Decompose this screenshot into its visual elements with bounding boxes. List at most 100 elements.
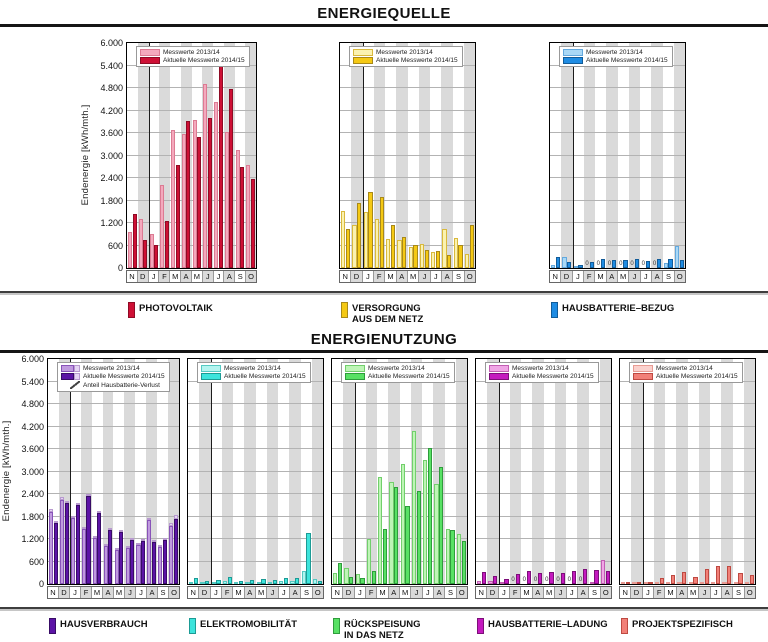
gridline	[340, 222, 475, 223]
bar-aktuelle-messwerte-2014-15	[515, 574, 520, 584]
plot-area: Messwerte 2013/14 Aktuelle Messwerte 2014…	[47, 358, 180, 585]
month-cell: N	[332, 587, 344, 598]
bar-aktuelle-messwerte-2014-15	[317, 580, 322, 584]
bar-aktuelle-messwerte-2014-15	[238, 580, 244, 584]
legend-row-2014-15: Aktuelle Messwerte 2014/15	[140, 57, 245, 64]
chart-legend: Messwerte 2013/14 Aktuelle Messwerte 2014…	[349, 46, 463, 67]
bar-messwerte-2013-14	[125, 547, 130, 584]
bar-aktuelle-messwerte-2014-15	[637, 582, 642, 584]
month-cell: F	[159, 271, 171, 282]
month-stripe	[631, 359, 643, 584]
bar-aktuelle-messwerte-2014-15	[261, 578, 266, 584]
bar-messwerte-2013-14	[235, 149, 240, 268]
bar-messwerte-2013-14	[722, 582, 727, 584]
month-stripe	[168, 359, 179, 584]
month-stripe	[202, 43, 213, 268]
chart-legend: Messwerte 2013/14 Aktuelle Messwerte 2014…	[629, 362, 743, 383]
month-cell: J	[125, 587, 136, 598]
bar-messwerte-2013-14	[103, 546, 108, 584]
bar-aktuelle-messwerte-2014-15	[634, 259, 639, 268]
month-cell: A	[289, 587, 302, 598]
bar-messwerte-2013-14	[551, 264, 556, 268]
bar-messwerte-2013-14	[699, 582, 705, 584]
bar-aktuelle-messwerte-2014-15	[538, 572, 543, 584]
bar-aktuelle-messwerte-2014-15	[295, 577, 300, 584]
month-stripe	[673, 43, 685, 268]
legend-label: Aktuelle Messwerte 2014/15	[512, 373, 594, 380]
bar-messwerte-2013-14	[211, 581, 216, 584]
bar-aktuelle-messwerte-2014-15	[623, 260, 628, 268]
year-divider	[362, 43, 364, 268]
month-stripe	[221, 359, 233, 584]
bar-aktuelle-messwerte-2014-15	[657, 259, 662, 268]
category-label-hausverbrauch: HAUSVERBRAUCH	[60, 619, 148, 630]
bar-aktuelle-messwerte-2014-15	[240, 167, 245, 268]
bar-aktuelle-messwerte-2014-15	[469, 224, 474, 268]
gridline	[550, 132, 685, 133]
gridline	[620, 515, 755, 517]
legend-row-2013-14: Messwerte 2013/14	[633, 365, 738, 372]
month-stripe	[487, 359, 499, 584]
bar-hausbatterie-verlust-2013-14	[169, 523, 174, 526]
month-stripe	[137, 43, 149, 268]
gridline	[127, 109, 256, 111]
legend-label: Messwerte 2013/14	[376, 49, 433, 56]
y-axis: Endenergie [kWh/mth.] 6.000 5.400 4.800 4.2…	[79, 38, 126, 273]
bar-hausbatterie-verlust-2014-15	[53, 520, 58, 523]
month-cell: A	[103, 587, 114, 598]
hausbatterie-ladung-color-swatch	[477, 618, 484, 634]
month-stripe	[343, 359, 355, 584]
year-divider	[69, 359, 71, 584]
month-cell: M	[400, 587, 412, 598]
bar-aktuelle-messwerte-2014-15	[141, 540, 146, 584]
category-label-elektromobilitaet: ELEKTROMOBILITÄT	[200, 619, 298, 630]
bar-messwerte-2013-14	[70, 518, 76, 584]
gridline	[188, 403, 323, 404]
legend-row-verlust: Anteil Hausbatterie-Verlust	[61, 381, 165, 389]
legend-swatch	[201, 365, 221, 372]
month-cell: J	[267, 587, 279, 598]
gridline	[620, 470, 755, 472]
bar-aktuelle-messwerte-2014-15	[75, 504, 80, 584]
month-cell: J	[149, 271, 160, 282]
legend-row-2013-14: Messwerte 2013/14	[353, 49, 458, 56]
bar-messwerte-2013-14	[355, 573, 360, 584]
zero-value-label: 0	[545, 577, 549, 583]
bar-messwerte-2013-14	[171, 130, 176, 268]
category-hausbatterie-bezug: HAUSBATTERIE–BEZUG	[549, 302, 686, 318]
bar-hausbatterie-verlust-2013-14	[158, 544, 163, 547]
gridline	[620, 560, 755, 562]
month-cell: N	[340, 271, 352, 282]
bar-messwerte-2013-14	[408, 247, 413, 268]
gridline	[48, 448, 179, 449]
bar-aktuelle-messwerte-2014-15	[668, 258, 673, 268]
legend-row-2014-15: Aktuelle Messwerte 2014/15	[563, 57, 668, 64]
charts-row-energienutzung: Endenergie [kWh/mth.] 6.000 5.400 4.800 4.2…	[0, 354, 768, 599]
month-stripe	[373, 43, 385, 268]
month-cell: O	[744, 587, 755, 598]
y-tick-label: 1.800	[100, 195, 123, 206]
month-cell: D	[561, 271, 573, 282]
month-cell: J	[431, 271, 442, 282]
category-label-versorgung-netz: VERSORGUNG AUS DEM NETZ	[352, 303, 424, 325]
month-cell: S	[733, 587, 745, 598]
category-label-rueckspeisung: RÜCKSPEISUNG IN DAS NETZ	[344, 619, 421, 641]
month-cell: D	[351, 271, 363, 282]
gridline	[48, 515, 179, 517]
month-cell: S	[589, 587, 601, 598]
month-cell: A	[721, 587, 734, 598]
month-cell: A	[388, 587, 400, 598]
gridline	[188, 493, 323, 494]
month-stripe	[651, 43, 663, 268]
month-cell: F	[81, 587, 92, 598]
bar-aktuelle-messwerte-2014-15	[205, 580, 210, 584]
gridline	[332, 448, 467, 449]
bar-aktuelle-messwerte-2014-15	[193, 578, 199, 584]
bar-messwerte-2013-14	[341, 211, 346, 268]
month-cell: J	[355, 587, 366, 598]
hausverbrauch-color-swatch	[49, 618, 56, 634]
bar-aktuelle-messwerte-2014-15	[337, 563, 343, 584]
legend-label: Messwerte 2013/14	[224, 365, 281, 372]
